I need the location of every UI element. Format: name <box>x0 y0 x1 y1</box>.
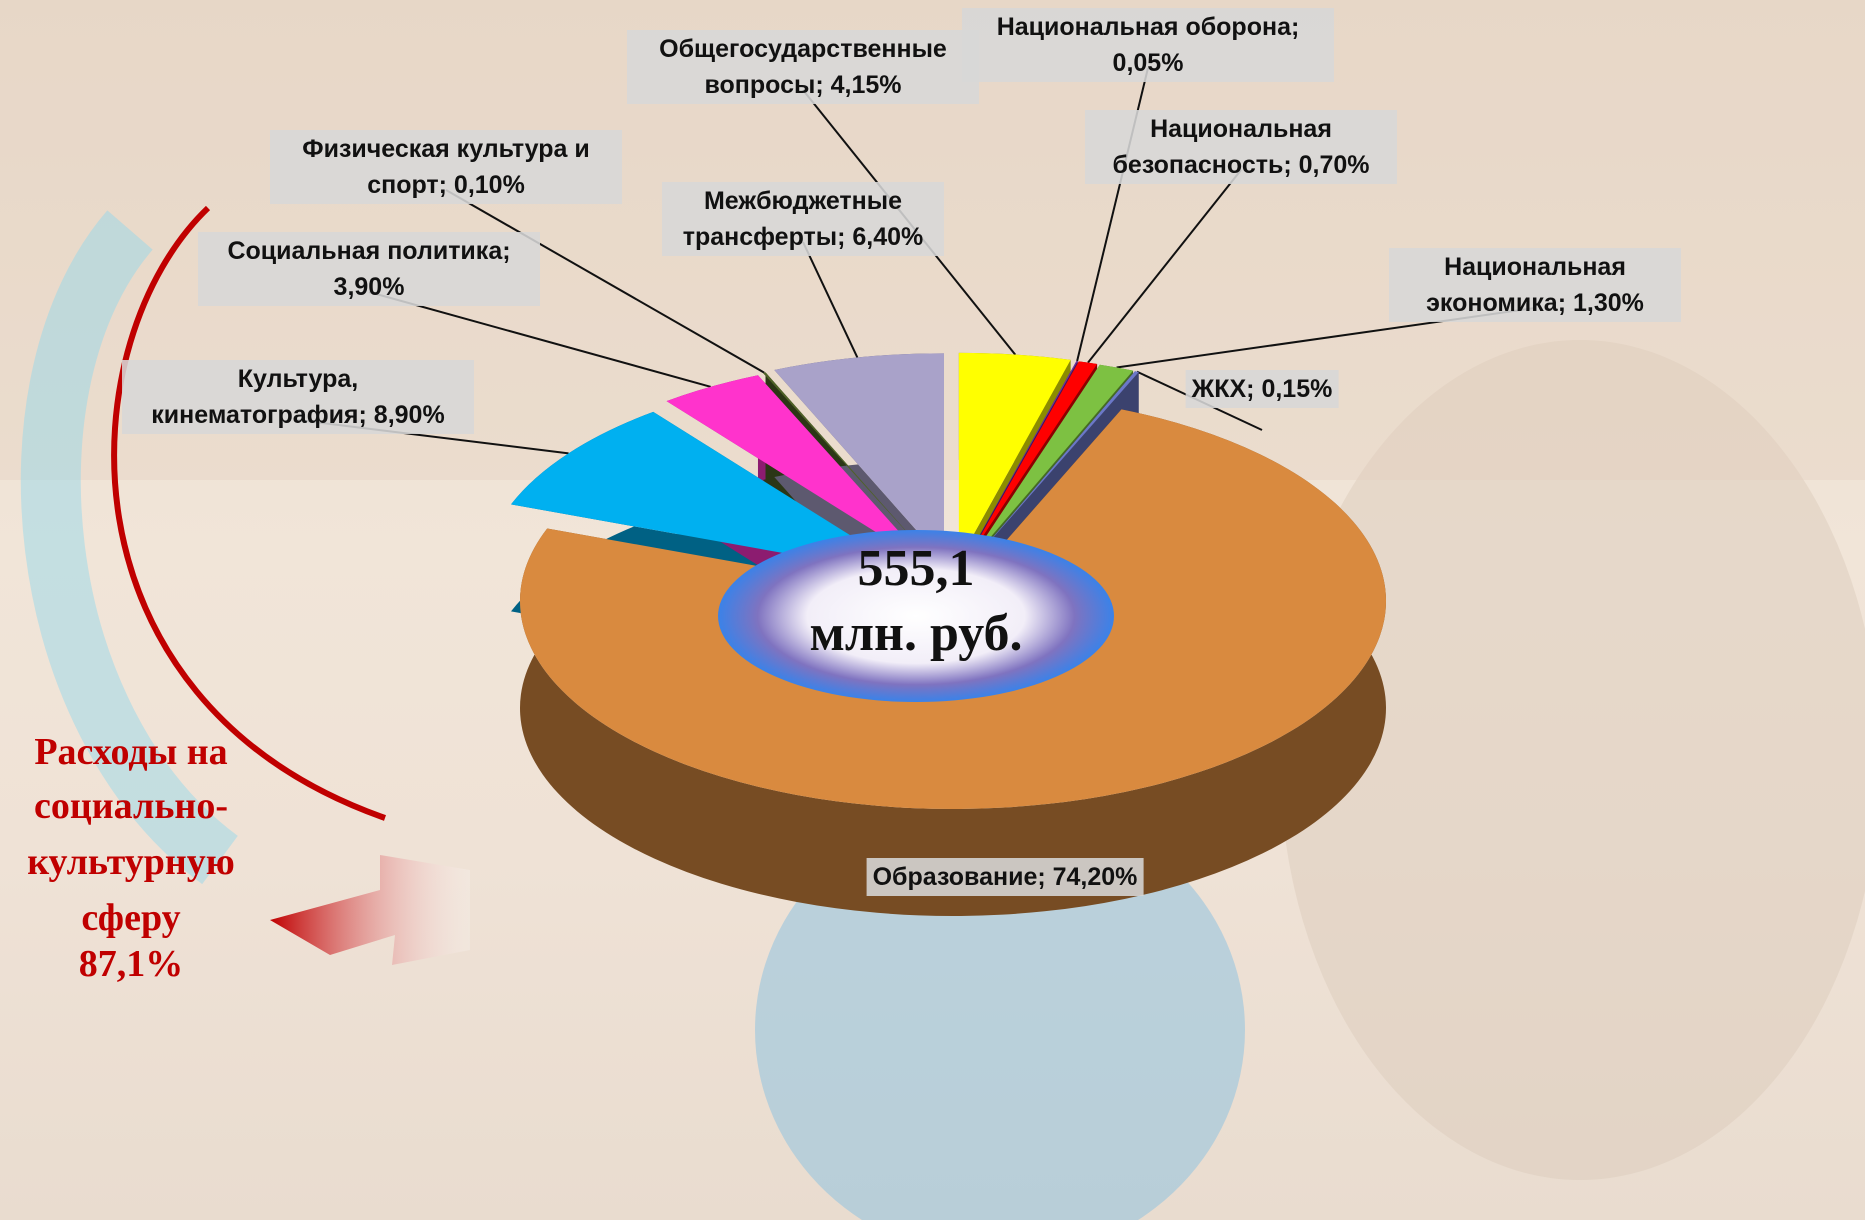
data-label: Межбюджетные трансферты; 6,40% <box>662 182 944 256</box>
slice <box>965 361 1098 563</box>
center-value: 555,1 <box>858 540 975 597</box>
annotation-line: социально- <box>34 785 228 827</box>
leader-line <box>1087 169 1242 364</box>
data-label: Национальная экономика; 1,30% <box>1389 248 1681 322</box>
data-label: Физическая культура и спорт; 0,10% <box>270 130 622 204</box>
slice <box>666 375 931 567</box>
annotation-line: сферу <box>81 897 180 939</box>
leader-line <box>368 291 711 388</box>
data-label: Культура, кинематография; 8,90% <box>122 360 474 434</box>
data-label: Образование; 74,20% <box>866 858 1144 896</box>
data-label: Национальная оборона; 0,05% <box>962 8 1334 82</box>
leader-line <box>802 241 859 358</box>
data-label: Социальная политика; 3,90% <box>198 232 540 306</box>
annotation-line: Расходы на <box>34 731 227 773</box>
slice <box>958 352 1071 561</box>
data-label: Национальная безопасность; 0,70% <box>1085 110 1397 184</box>
slice <box>964 360 1078 562</box>
data-label: Общегосударственные вопросы; 4,15% <box>627 30 979 104</box>
arrow <box>270 855 470 965</box>
slice <box>511 411 917 577</box>
annotation-line: 87,1% <box>79 943 184 985</box>
center-badge <box>718 530 1114 702</box>
slice <box>968 364 1134 563</box>
slice <box>774 353 944 562</box>
leader-line <box>445 189 765 374</box>
data-label: ЖКХ; 0,15% <box>1185 370 1339 408</box>
slice <box>763 372 936 564</box>
bracket-arc <box>111 205 386 821</box>
center-unit: млн. руб. <box>809 605 1022 662</box>
slice <box>970 371 1139 564</box>
annotation-line: культурную <box>27 841 235 883</box>
